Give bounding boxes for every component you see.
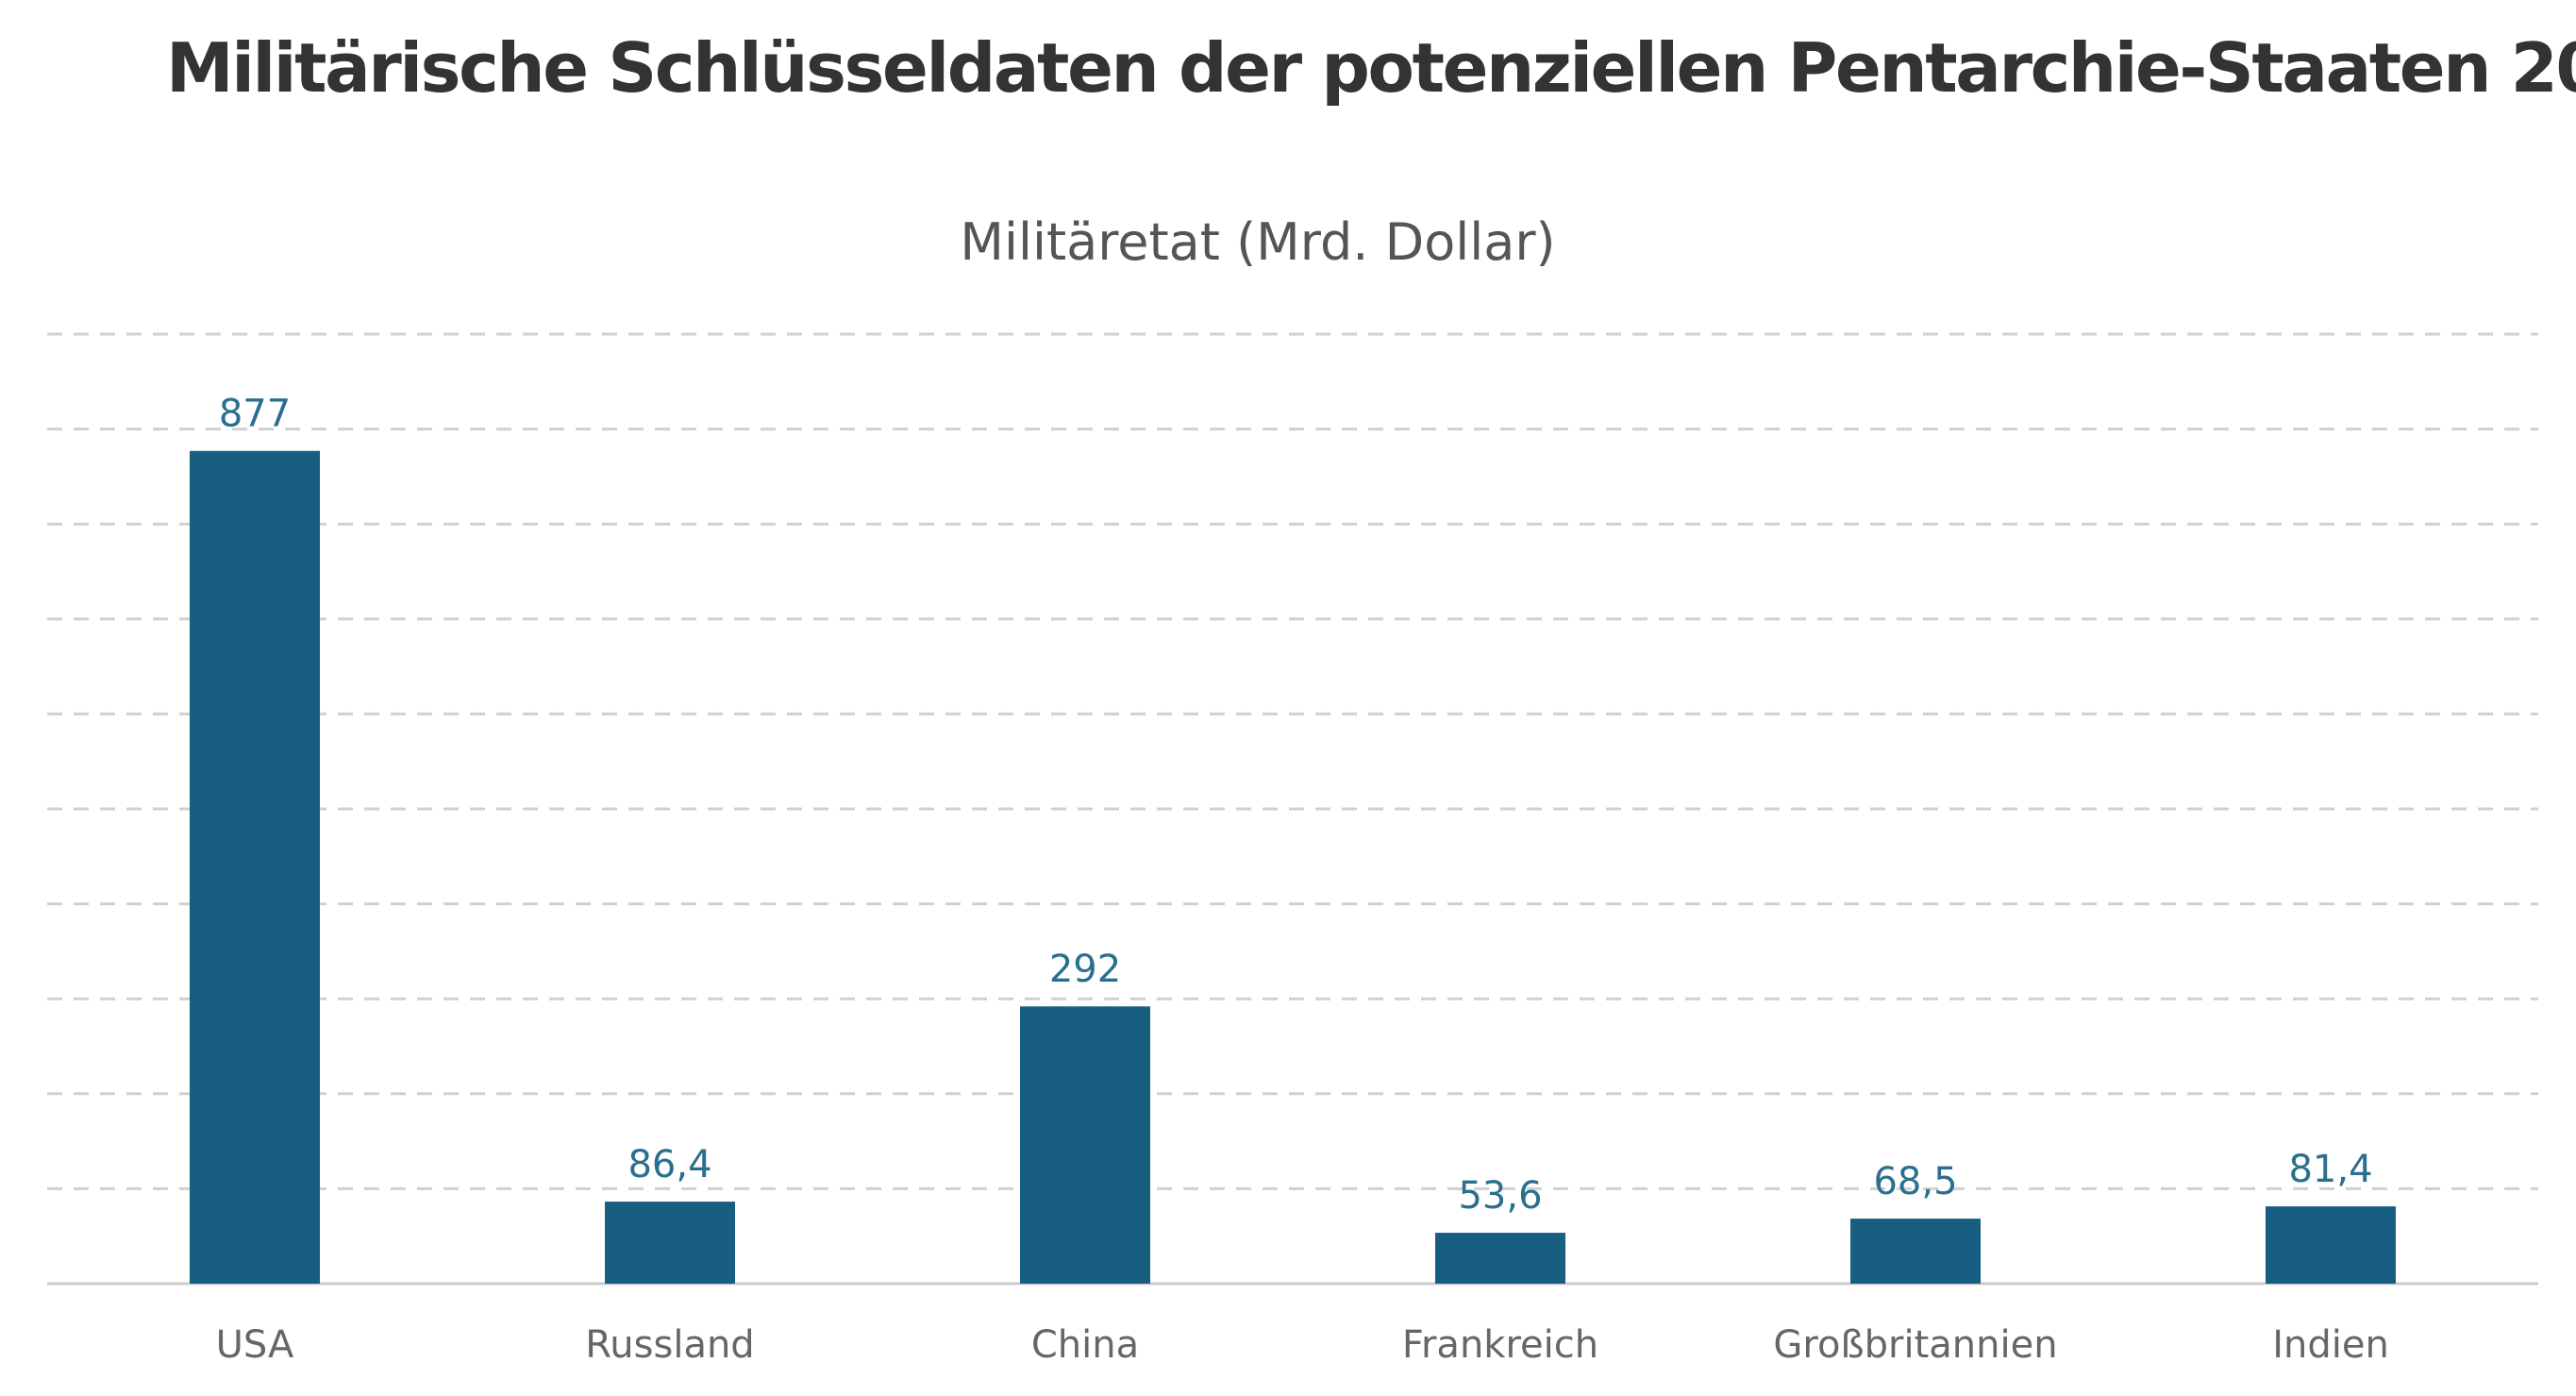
category-labels: USA Russland China Frankreich Großbritannien…: [216, 1323, 2389, 1367]
data-label: 877: [219, 393, 291, 436]
gridlines: [47, 332, 2538, 1190]
category-label: Großbritannien: [1773, 1323, 2057, 1367]
bar: [1435, 1233, 1565, 1284]
data-label: 68,5: [1873, 1160, 1957, 1203]
category-label: Russland: [585, 1323, 754, 1367]
bar: [2266, 1206, 2396, 1284]
data-labels: 877 86,4 292 53,6 68,5 81,4: [219, 393, 2373, 1218]
data-label: 86,4: [627, 1143, 711, 1186]
bar: [605, 1202, 735, 1284]
category-label: China: [1031, 1323, 1139, 1367]
data-label: 292: [1049, 948, 1121, 991]
chart-title: Militäretat (Mrd. Dollar): [960, 212, 1555, 272]
page-title: Militärische Schlüsseldaten der potenzie…: [166, 28, 2576, 108]
data-label: 53,6: [1458, 1174, 1542, 1218]
bar: [1020, 1006, 1150, 1284]
category-label: Indien: [2272, 1323, 2389, 1367]
bar: [1850, 1219, 1981, 1284]
category-label: Frankreich: [1402, 1323, 1598, 1367]
bars: [190, 450, 2396, 1284]
data-label: 81,4: [2288, 1148, 2372, 1191]
bar: [190, 450, 320, 1284]
category-label: USA: [216, 1323, 294, 1367]
